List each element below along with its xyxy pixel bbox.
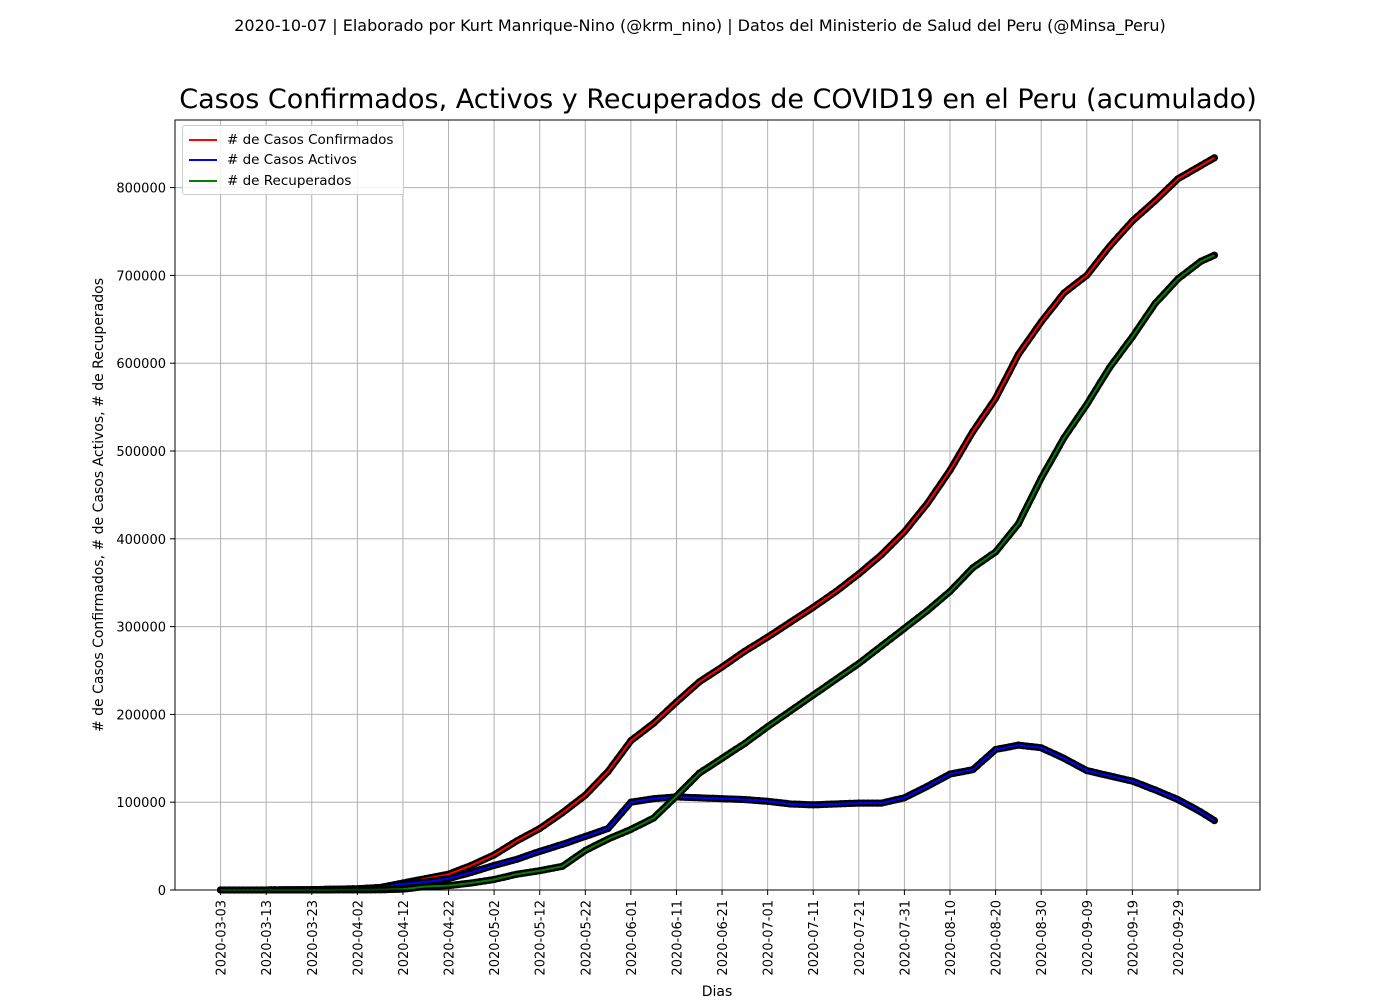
y-tick-label: 800000 bbox=[116, 182, 166, 197]
x-tick-label: 2020-05-22 bbox=[579, 900, 594, 976]
x-tick-label: 2020-04-22 bbox=[443, 900, 458, 976]
x-tick-label: 2020-08-20 bbox=[990, 900, 1005, 976]
x-tick-label: 2020-03-23 bbox=[306, 900, 321, 976]
series-0 bbox=[217, 154, 1218, 894]
x-tick-label: 2020-08-30 bbox=[1035, 900, 1050, 976]
chart-legend: # de Casos Confirmados # de Casos Activo… bbox=[182, 125, 404, 195]
x-tick-label: 2020-08-10 bbox=[944, 900, 959, 976]
x-tick-label: 2020-06-01 bbox=[625, 900, 640, 976]
y-tick-label: 500000 bbox=[116, 445, 166, 460]
x-axis-label: Dias bbox=[702, 984, 733, 1000]
x-tick-label: 2020-04-12 bbox=[397, 900, 412, 976]
x-tick-label: 2020-09-09 bbox=[1081, 900, 1096, 976]
y-tick-label: 300000 bbox=[116, 621, 166, 636]
y-tick-label: 600000 bbox=[116, 357, 166, 372]
figure-suptitle: 2020-10-07 | Elaborado por Kurt Manrique… bbox=[234, 16, 1166, 35]
grid-lines bbox=[175, 120, 1260, 891]
legend-item-recuperados: # de Recuperados bbox=[189, 171, 351, 191]
x-tick-label: 2020-03-03 bbox=[215, 900, 230, 976]
y-tick-label: 100000 bbox=[116, 796, 166, 811]
x-tick-label: 2020-09-29 bbox=[1172, 900, 1187, 976]
y-axis-label: # de Casos Confirmados, # de Casos Activ… bbox=[91, 278, 107, 732]
legend-label-recuperados: # de Recuperados bbox=[227, 173, 352, 189]
x-tick-label: 2020-06-21 bbox=[716, 900, 731, 976]
chart-title: Casos Confirmados, Activos y Recuperados… bbox=[179, 84, 1257, 115]
legend-swatch-confirmados bbox=[189, 139, 217, 141]
series-outline bbox=[217, 741, 1218, 894]
data-point bbox=[1210, 251, 1218, 259]
legend-item-confirmados: # de Casos Confirmados bbox=[189, 130, 393, 150]
x-tick-label: 2020-05-12 bbox=[534, 900, 549, 976]
x-tick-label: 2020-07-31 bbox=[898, 900, 913, 976]
y-tick-label: 700000 bbox=[116, 269, 166, 284]
legend-item-activos: # de Casos Activos bbox=[189, 150, 357, 170]
series-line bbox=[220, 744, 1215, 891]
x-tick-label: 2020-07-21 bbox=[853, 900, 868, 976]
series-outline bbox=[217, 154, 1218, 894]
legend-swatch-recuperados bbox=[189, 180, 217, 182]
y-tick-label: 200000 bbox=[116, 708, 166, 723]
legend-label-confirmados: # de Casos Confirmados bbox=[227, 132, 394, 148]
series-group bbox=[217, 154, 1218, 894]
series-outline bbox=[217, 251, 1218, 894]
plot-frame bbox=[174, 119, 1261, 891]
x-tick-label: 2020-07-11 bbox=[807, 900, 822, 976]
x-tick-label: 2020-06-11 bbox=[670, 900, 685, 976]
series-line bbox=[220, 254, 1215, 891]
y-tick-label: 400000 bbox=[116, 533, 166, 548]
x-axis-ticks: 2020-03-03 2020-03-13 2020-03-23 2020-04-02… bbox=[215, 890, 1187, 976]
legend-swatch-activos bbox=[189, 159, 217, 161]
x-tick-label: 2020-05-02 bbox=[488, 900, 503, 976]
series-line bbox=[220, 156, 1215, 891]
x-tick-label: 2020-09-19 bbox=[1126, 900, 1141, 976]
y-axis-ticks: 0 100000 200000 300000 400000 500000 600000 700… bbox=[116, 182, 175, 899]
x-tick-label: 2020-07-01 bbox=[762, 900, 777, 976]
x-tick-label: 2020-03-13 bbox=[260, 900, 275, 976]
x-tick-label: 2020-04-02 bbox=[351, 900, 366, 976]
y-tick-label: 0 bbox=[158, 884, 166, 899]
legend-label-activos: # de Casos Activos bbox=[227, 152, 357, 168]
